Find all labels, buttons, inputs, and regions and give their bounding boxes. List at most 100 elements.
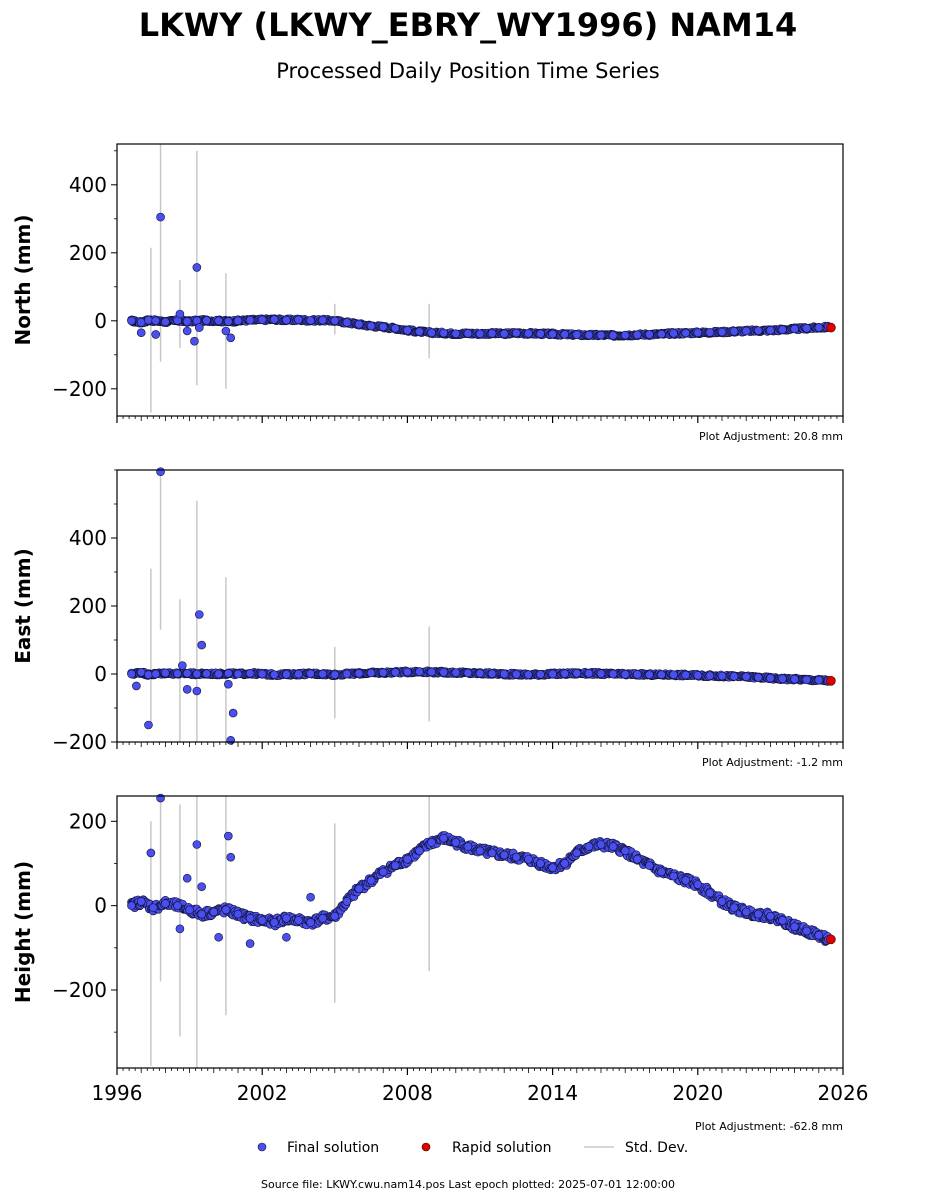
north-final-point [814,323,824,332]
height-final-point [451,838,461,847]
height-final-point [790,922,799,932]
figure-subtitle: Processed Daily Position Time Series [276,59,660,83]
height-final-solution-points [127,831,833,946]
height-final-outlier-point [214,932,223,942]
north-final-outlier-point [182,326,192,336]
north-final-point [499,329,509,339]
north-final-outlier-point [151,330,161,339]
east-final-point [294,669,303,679]
height-final-point [669,871,678,881]
height-final-point [173,901,182,910]
east-final-point [214,669,223,679]
east-final-point [572,669,582,678]
height-final-point [572,848,582,858]
east-final-point [596,669,606,678]
height-rapid-point [826,934,836,945]
north-final-point [439,328,449,338]
east-final-point [669,670,678,679]
height-final-point [415,846,424,856]
height-final-point [342,897,352,906]
height-final-point [657,867,666,877]
north-final-outlier-point [175,309,185,319]
north-final-point [753,326,763,335]
north-final-point [463,329,473,338]
north-y-tick-label: 200 [69,241,107,265]
east-final-point [136,667,146,677]
height-final-point [354,884,364,894]
height-final-outlier-point [245,939,255,948]
north-y-tick-label: −200 [52,377,107,401]
north-final-point [596,330,606,340]
height-x-tick-label: 2014 [527,1081,578,1105]
north-final-point [342,318,352,327]
north-final-point [390,323,400,333]
height-final-point [197,909,206,919]
height-y-tick-label: 0 [94,894,107,918]
height-final-outlier-point [282,932,291,942]
east-final-point [753,673,763,682]
east-y-tick-label: 200 [69,594,107,618]
legend-rapid-label: Rapid solution [452,1140,552,1156]
height-final-point [814,930,824,940]
east-final-point [499,669,509,679]
height-final-point [306,918,315,927]
east-final-point [378,668,388,677]
east-final-point [127,669,136,679]
east-y-tick-label: −200 [52,730,107,754]
east-final-outlier-point [197,640,206,650]
north-final-point [182,317,192,326]
height-final-point [439,833,449,843]
east-final-point [487,669,497,678]
east-final-outlier-point [194,610,204,619]
height-final-point [378,867,388,877]
height-final-point [330,911,340,921]
east-y-tick-label: 0 [94,662,107,686]
north-final-point [378,322,388,332]
north-final-outlier-point [190,336,199,346]
east-final-point [560,669,570,678]
east-final-point [778,674,787,684]
east-final-outlier-point [144,720,153,730]
height-final-point [487,848,497,858]
east-final-point [342,669,352,679]
legend-final-marker [257,1142,267,1152]
north-final-point [202,316,211,325]
height-x-tick-label: 2002 [237,1081,288,1105]
east-plot-adjustment: Plot Adjustment: -1.2 mm [702,756,843,769]
legend-final-label: Final solution [287,1140,379,1156]
height-final-point [282,913,291,923]
height-final-point [475,846,485,856]
east-final-point [182,669,192,678]
east-final-point [475,669,485,678]
height-y-tick-label: −200 [52,978,107,1002]
east-final-point [192,669,202,679]
east-final-point [282,670,291,679]
north-final-point [790,324,799,334]
height-final-point [136,897,146,906]
east-final-point [403,667,412,677]
legend: Final solution Rapid solution Std. Dev. [257,1140,688,1156]
north-final-point [136,318,146,327]
east-final-point [224,669,233,678]
height-final-point [366,876,376,885]
height-final-point [403,854,412,864]
east-final-point [202,669,211,678]
north-final-point [802,323,812,333]
east-final-point [306,669,315,678]
east-final-point [161,668,170,678]
height-final-point [233,909,243,919]
north-final-point [127,316,136,326]
east-final-point [645,670,654,679]
height-final-point [766,911,775,921]
height-final-point [511,852,521,862]
north-final-point [161,317,170,327]
east-panel: −200 0 200 400 East (mm) Plot Adjustment: -1.… [11,467,844,769]
height-x-tick-label: 1996 [92,1081,143,1105]
east-final-point [729,672,739,681]
height-final-point [149,903,158,913]
legend-rapid-marker [421,1142,431,1152]
height-final-outlier-point [182,873,192,883]
height-final-outlier-point [306,892,315,902]
east-final-point [524,670,533,679]
